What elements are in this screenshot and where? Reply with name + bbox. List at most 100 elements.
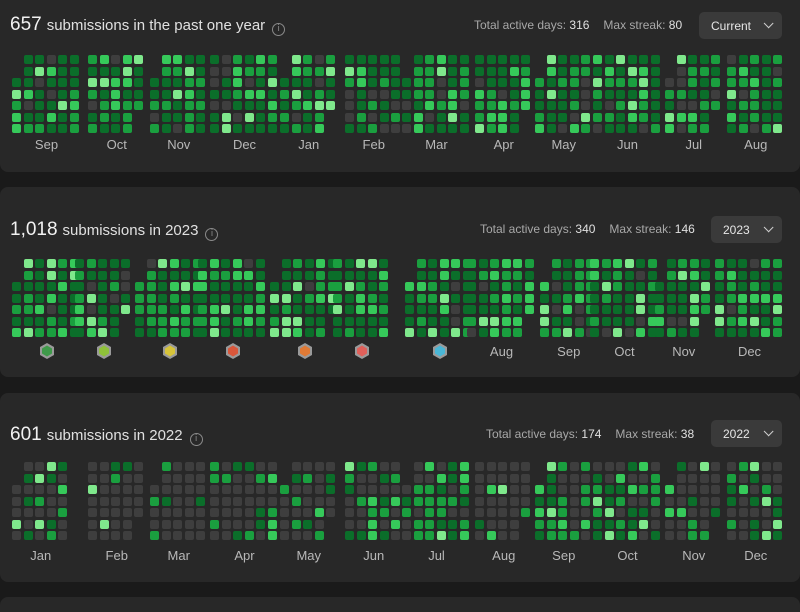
heatmap-day-cell[interactable] bbox=[291, 55, 301, 64]
heatmap-day-cell[interactable] bbox=[69, 112, 79, 122]
heatmap-day-cell[interactable] bbox=[23, 66, 33, 76]
heatmap-day-cell[interactable] bbox=[699, 462, 709, 471]
heatmap-day-cell[interactable] bbox=[111, 112, 120, 122]
heatmap-day-cell[interactable] bbox=[498, 485, 507, 494]
heatmap-day-cell[interactable] bbox=[711, 462, 720, 471]
heatmap-day-cell[interactable] bbox=[689, 259, 699, 268]
heatmap-day-cell[interactable] bbox=[711, 473, 720, 483]
heatmap-day-cell[interactable] bbox=[467, 305, 476, 314]
heatmap-day-cell[interactable] bbox=[627, 508, 637, 517]
heatmap-day-cell[interactable] bbox=[558, 531, 567, 540]
heatmap-day-cell[interactable] bbox=[46, 282, 56, 291]
heatmap-day-cell[interactable] bbox=[46, 270, 56, 280]
heatmap-day-cell[interactable] bbox=[184, 101, 194, 110]
heatmap-day-cell[interactable] bbox=[459, 89, 469, 99]
heatmap-day-cell[interactable] bbox=[280, 78, 289, 87]
heatmap-day-cell[interactable] bbox=[367, 328, 377, 337]
heatmap-day-cell[interactable] bbox=[425, 462, 434, 471]
heatmap-day-cell[interactable] bbox=[23, 508, 33, 517]
heatmap-day-cell[interactable] bbox=[655, 293, 664, 303]
heatmap-day-cell[interactable] bbox=[540, 282, 549, 291]
heatmap-day-cell[interactable] bbox=[738, 293, 747, 303]
heatmap-day-cell[interactable] bbox=[416, 282, 426, 291]
heatmap-day-cell[interactable] bbox=[35, 89, 44, 99]
heatmap-day-cell[interactable] bbox=[304, 282, 314, 291]
heatmap-day-cell[interactable] bbox=[221, 508, 231, 517]
heatmap-day-cell[interactable] bbox=[726, 293, 736, 303]
heatmap-day-cell[interactable] bbox=[35, 508, 44, 517]
heatmap-day-cell[interactable] bbox=[448, 78, 457, 87]
heatmap-day-cell[interactable] bbox=[715, 293, 724, 303]
heatmap-day-cell[interactable] bbox=[58, 124, 67, 133]
heatmap-day-cell[interactable] bbox=[546, 519, 556, 529]
heatmap-day-cell[interactable] bbox=[86, 293, 96, 303]
heatmap-day-cell[interactable] bbox=[135, 316, 144, 326]
heatmap-day-cell[interactable] bbox=[46, 55, 56, 64]
heatmap-day-cell[interactable] bbox=[267, 485, 277, 494]
heatmap-day-cell[interactable] bbox=[451, 270, 460, 280]
heatmap-day-cell[interactable] bbox=[738, 316, 747, 326]
heatmap-day-cell[interactable] bbox=[379, 485, 389, 494]
heatmap-day-cell[interactable] bbox=[291, 485, 301, 494]
heatmap-day-cell[interactable] bbox=[699, 55, 709, 64]
heatmap-day-cell[interactable] bbox=[267, 531, 277, 540]
heatmap-day-cell[interactable] bbox=[210, 101, 219, 110]
heatmap-day-cell[interactable] bbox=[46, 316, 56, 326]
heatmap-day-cell[interactable] bbox=[475, 124, 484, 133]
heatmap-day-cell[interactable] bbox=[563, 316, 572, 326]
heatmap-day-cell[interactable] bbox=[498, 112, 507, 122]
heatmap-day-cell[interactable] bbox=[198, 270, 207, 280]
heatmap-day-cell[interactable] bbox=[333, 328, 342, 337]
heatmap-day-cell[interactable] bbox=[161, 101, 171, 110]
heatmap-day-cell[interactable] bbox=[593, 519, 602, 529]
heatmap-day-cell[interactable] bbox=[345, 124, 354, 133]
heatmap-day-cell[interactable] bbox=[627, 531, 637, 540]
heatmap-day-cell[interactable] bbox=[255, 259, 265, 268]
heatmap-day-cell[interactable] bbox=[23, 293, 33, 303]
heatmap-day-cell[interactable] bbox=[546, 124, 556, 133]
heatmap-day-cell[interactable] bbox=[699, 519, 709, 529]
heatmap-day-cell[interactable] bbox=[459, 531, 469, 540]
heatmap-day-cell[interactable] bbox=[666, 328, 676, 337]
heatmap-day-cell[interactable] bbox=[581, 462, 590, 471]
heatmap-day-cell[interactable] bbox=[333, 282, 342, 291]
heatmap-day-cell[interactable] bbox=[134, 101, 143, 110]
heatmap-day-cell[interactable] bbox=[303, 101, 312, 110]
heatmap-day-cell[interactable] bbox=[727, 78, 736, 87]
heatmap-day-cell[interactable] bbox=[699, 496, 709, 506]
heatmap-day-cell[interactable] bbox=[688, 519, 697, 529]
heatmap-day-cell[interactable] bbox=[425, 89, 434, 99]
heatmap-day-cell[interactable] bbox=[535, 78, 544, 87]
heatmap-day-cell[interactable] bbox=[379, 473, 389, 483]
heatmap-day-cell[interactable] bbox=[184, 519, 194, 529]
heatmap-day-cell[interactable] bbox=[501, 270, 511, 280]
heatmap-day-cell[interactable] bbox=[486, 473, 496, 483]
heatmap-day-cell[interactable] bbox=[639, 462, 648, 471]
heatmap-day-cell[interactable] bbox=[88, 496, 97, 506]
heatmap-day-cell[interactable] bbox=[521, 66, 530, 76]
heatmap-day-cell[interactable] bbox=[535, 112, 544, 122]
heatmap-day-cell[interactable] bbox=[761, 485, 771, 494]
heatmap-day-cell[interactable] bbox=[356, 316, 365, 326]
heatmap-day-cell[interactable] bbox=[210, 531, 219, 540]
heatmap-day-cell[interactable] bbox=[650, 485, 660, 494]
heatmap-day-cell[interactable] bbox=[624, 270, 634, 280]
heatmap-day-cell[interactable] bbox=[569, 531, 579, 540]
heatmap-day-cell[interactable] bbox=[551, 328, 561, 337]
heatmap-day-cell[interactable] bbox=[23, 328, 33, 337]
heatmap-day-cell[interactable] bbox=[173, 124, 182, 133]
heatmap-day-cell[interactable] bbox=[255, 316, 265, 326]
heatmap-day-cell[interactable] bbox=[639, 66, 648, 76]
heatmap-day-cell[interactable] bbox=[23, 259, 33, 268]
heatmap-day-cell[interactable] bbox=[521, 473, 530, 483]
heatmap-day-cell[interactable] bbox=[98, 305, 107, 314]
heatmap-day-cell[interactable] bbox=[711, 78, 720, 87]
heatmap-day-cell[interactable] bbox=[513, 328, 522, 337]
heatmap-day-cell[interactable] bbox=[58, 531, 67, 540]
heatmap-day-cell[interactable] bbox=[46, 496, 56, 506]
heatmap-day-cell[interactable] bbox=[98, 270, 107, 280]
heatmap-day-cell[interactable] bbox=[88, 462, 97, 471]
heatmap-day-cell[interactable] bbox=[678, 316, 687, 326]
heatmap-day-cell[interactable] bbox=[738, 78, 748, 87]
heatmap-day-cell[interactable] bbox=[616, 519, 625, 529]
